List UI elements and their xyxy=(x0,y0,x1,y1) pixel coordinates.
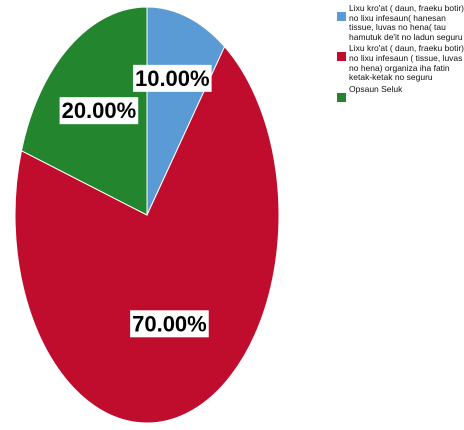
legend-label: Lixu kro'at ( daun, fraeku botir) no lix… xyxy=(349,4,464,42)
legend-item: Lixu kro'at ( daun, fraeku botir) no lix… xyxy=(337,44,464,82)
pie-data-label: 70.00% xyxy=(132,311,207,336)
pie-data-label: 20.00% xyxy=(62,98,137,123)
legend-swatch-3 xyxy=(337,93,346,102)
chart-legend: Lixu kro'at ( daun, fraeku botir) no lix… xyxy=(337,4,464,104)
legend-label: Opsaun Seluk xyxy=(349,85,402,95)
pie-data-label: 10.00% xyxy=(135,66,210,91)
legend-item: Lixu kro'at ( daun, fraeku botir) no lix… xyxy=(337,4,464,42)
legend-swatch-2 xyxy=(337,52,346,61)
legend-swatch-1 xyxy=(337,12,346,21)
legend-label: Lixu kro'at ( daun, fraeku botir) no lix… xyxy=(349,44,464,82)
pie-chart: 10.00% 70.00% 20.00% xyxy=(0,0,300,430)
legend-item: Opsaun Seluk xyxy=(337,85,464,102)
